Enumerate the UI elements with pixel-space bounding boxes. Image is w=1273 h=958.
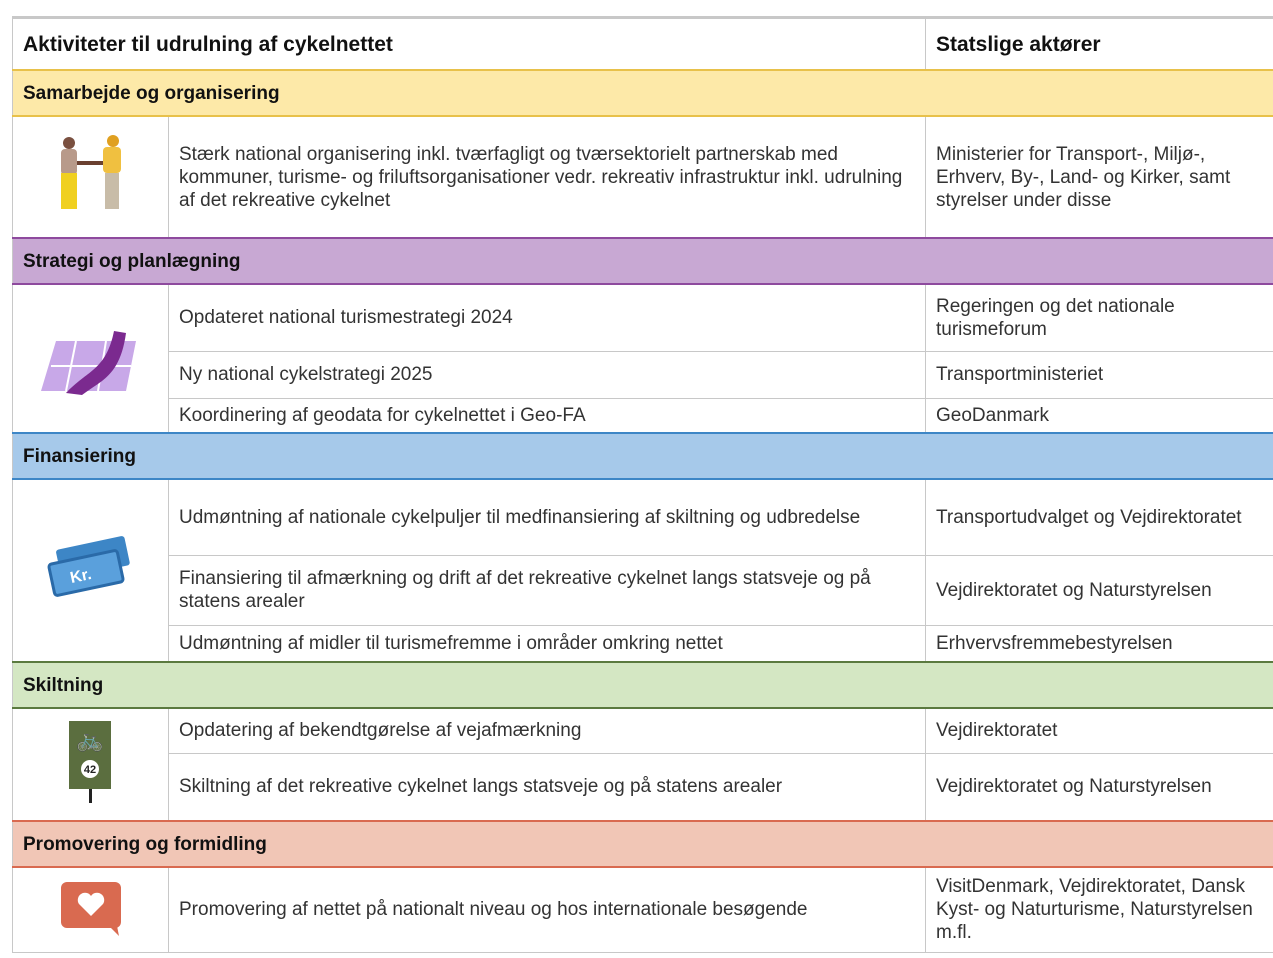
icon-text: Kr. (68, 565, 92, 586)
activity: Skiltning af det rekreative cykelnet lan… (168, 752, 926, 822)
activity-row: Udmøntning af midler til turismefremme i… (13, 624, 1273, 663)
svg-text:🚲: 🚲 (76, 727, 103, 752)
section-title: Finansiering (12, 432, 1273, 480)
icon (40, 330, 136, 395)
activity-row: Koordinering af geodata for cykelnettet … (13, 397, 1273, 434)
section-icon (12, 283, 169, 434)
activity-table: Aktiviteter til udrulning af cykelnettet… (12, 16, 1273, 953)
icon: Kr. (46, 535, 130, 597)
activity-row: Kr. Udmøntning af nationale cykelpuljer t… (12, 478, 1273, 663)
section-row: Skiltning (12, 661, 1273, 709)
section-icon (12, 866, 169, 953)
section-title: Skiltning (12, 661, 1273, 709)
icon-text: 42 (83, 764, 95, 776)
activity: Promovering af nettet på nationalt nivea… (168, 866, 926, 953)
actors: Vejdirektoratet og Naturstyrelsen (925, 554, 1273, 626)
section-title: Promovering og formidling (12, 820, 1273, 868)
actors: Vejdirektoratet (925, 707, 1273, 754)
section-row: Finansiering (12, 432, 1273, 480)
actors: Erhvervsfremmebestyrelsen (925, 624, 1273, 663)
activity: Udmøntning af nationale cykelpuljer til … (168, 478, 926, 556)
section-row: Strategi og planlægning (12, 237, 1273, 285)
actors: GeoDanmark (925, 397, 1273, 434)
actors: VisitDenmark, Vejdirektoratet, Dansk Kys… (925, 866, 1273, 953)
activity-row: Stærk national organisering inkl. tværfa… (12, 115, 1273, 239)
activity-row: Opdateret national turismestrategi 2024 R… (12, 283, 1273, 434)
table-body: Aktiviteter til udrulning af cykelnettet… (12, 16, 1273, 953)
activity: Stærk national organisering inkl. tværfa… (168, 115, 926, 239)
actors: Vejdirektoratet og Naturstyrelsen (925, 752, 1273, 822)
activity-row: 🚲 42 Opdatering af bekendtgørelse af vejaf… (12, 707, 1273, 822)
activity: Koordinering af geodata for cykelnettet … (168, 397, 926, 434)
activity-row: Promovering af nettet på nationalt nivea… (12, 866, 1273, 953)
actors: Regeringen og det nationale turismeforum (925, 283, 1273, 352)
activity: Finansiering til afmærkning og drift af … (168, 554, 926, 626)
activity-row: Skiltning af det rekreative cykelnet lan… (13, 752, 1273, 822)
actors: Ministerier for Transport-, Miljø-, Erhv… (925, 115, 1273, 239)
section-icon (12, 115, 169, 239)
header-activities: Aktiviteter til udrulning af cykelnettet (12, 16, 926, 71)
icon (60, 881, 121, 936)
activity-row: Finansiering til afmærkning og drift af … (13, 554, 1273, 626)
section-row: Samarbejde og organisering (12, 69, 1273, 117)
activity: Udmøntning af midler til turismefremme i… (168, 624, 926, 663)
activity: Opdateret national turismestrategi 2024 (168, 283, 926, 352)
section-icon: 🚲 42 (12, 707, 169, 822)
activity-row: Ny national cykelstrategi 2025 Transportm… (13, 350, 1273, 399)
actors: Transportministeriet (925, 350, 1273, 399)
actors: Transportudvalget og Vejdirektoratet (925, 478, 1273, 556)
section-icon: Kr. (12, 478, 169, 663)
activity: Opdatering af bekendtgørelse af vejafmær… (168, 707, 926, 754)
section-row: Promovering og formidling (12, 820, 1273, 868)
header-row: Aktiviteter til udrulning af cykelnettet… (12, 16, 1273, 71)
activity: Ny national cykelstrategi 2025 (168, 350, 926, 399)
section-title: Samarbejde og organisering (12, 69, 1273, 117)
icon (60, 135, 121, 209)
section-title: Strategi og planlægning (12, 237, 1273, 285)
header-actors: Statslige aktører (925, 16, 1273, 71)
icon: 🚲 42 (68, 720, 111, 803)
